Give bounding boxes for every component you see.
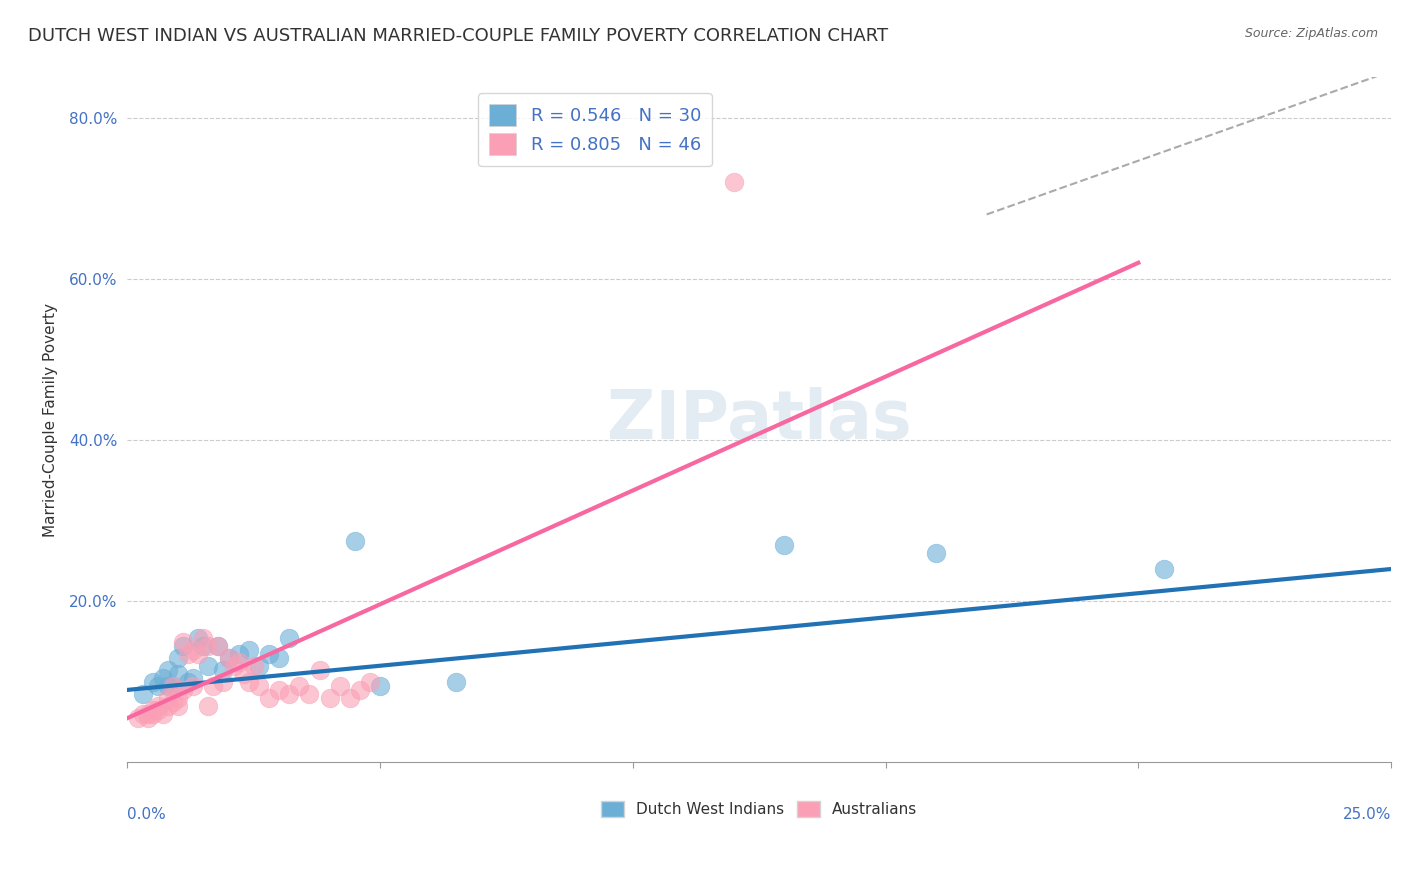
Point [172,634,194,648]
Point [136,707,159,722]
Point [131,687,153,701]
Point [318,690,340,705]
Point [444,674,467,689]
Point [146,703,169,717]
Point [136,711,159,725]
Point [218,650,240,665]
Point [723,175,745,189]
Legend: Dutch West Indians, Australians: Dutch West Indians, Australians [595,795,924,823]
Point [162,679,184,693]
Point [267,650,290,665]
Y-axis label: Married-Couple Family Poverty: Married-Couple Family Poverty [44,303,58,537]
Point [177,674,200,689]
Point [212,674,235,689]
Point [359,674,381,689]
Point [343,533,366,548]
Text: ZIPatlas: ZIPatlas [607,387,911,453]
Point [257,690,280,705]
Point [197,699,219,714]
Point [187,647,209,661]
Point [349,682,371,697]
Point [131,707,153,722]
Point [181,642,204,657]
Point [238,642,260,657]
Point [156,690,179,705]
Point [278,687,301,701]
Text: Source: ZipAtlas.com: Source: ZipAtlas.com [1244,27,1378,40]
Point [152,671,174,685]
Point [212,663,235,677]
Point [187,631,209,645]
Point [152,707,174,722]
Point [146,679,169,693]
Point [197,658,219,673]
Point [232,666,254,681]
Point [308,663,330,677]
Point [162,679,184,693]
Point [142,703,165,717]
Point [925,546,948,560]
Point [172,639,194,653]
Point [238,674,260,689]
Point [181,679,204,693]
Point [207,639,229,653]
Point [267,682,290,697]
Point [146,699,169,714]
Point [156,699,179,714]
Point [197,639,219,653]
Point [368,679,391,693]
Point [142,707,165,722]
Point [339,690,361,705]
Point [156,679,179,693]
Point [181,671,204,685]
Point [243,658,266,673]
Point [193,631,215,645]
Point [127,711,149,725]
Point [167,699,190,714]
Point [247,658,270,673]
Text: 0.0%: 0.0% [128,807,166,822]
Point [257,647,280,661]
Point [278,631,301,645]
Point [156,663,179,677]
Point [228,647,250,661]
Point [172,682,194,697]
Point [218,650,240,665]
Point [167,690,190,705]
Text: 25.0%: 25.0% [1343,807,1391,822]
Point [773,538,796,552]
Point [298,687,321,701]
Point [162,695,184,709]
Point [222,658,245,673]
Point [177,647,200,661]
Point [167,666,190,681]
Point [142,674,165,689]
Point [228,655,250,669]
Point [202,679,225,693]
Point [167,650,190,665]
Point [1153,562,1175,576]
Point [329,679,352,693]
Point [207,639,229,653]
Point [247,679,270,693]
Point [193,639,215,653]
Text: DUTCH WEST INDIAN VS AUSTRALIAN MARRIED-COUPLE FAMILY POVERTY CORRELATION CHART: DUTCH WEST INDIAN VS AUSTRALIAN MARRIED-… [28,27,889,45]
Point [288,679,311,693]
